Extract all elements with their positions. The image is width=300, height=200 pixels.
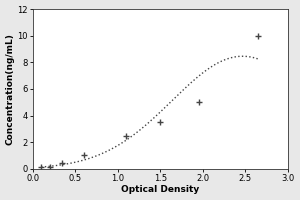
X-axis label: Optical Density: Optical Density <box>121 185 200 194</box>
Y-axis label: Concentration(ng/mL): Concentration(ng/mL) <box>6 33 15 145</box>
